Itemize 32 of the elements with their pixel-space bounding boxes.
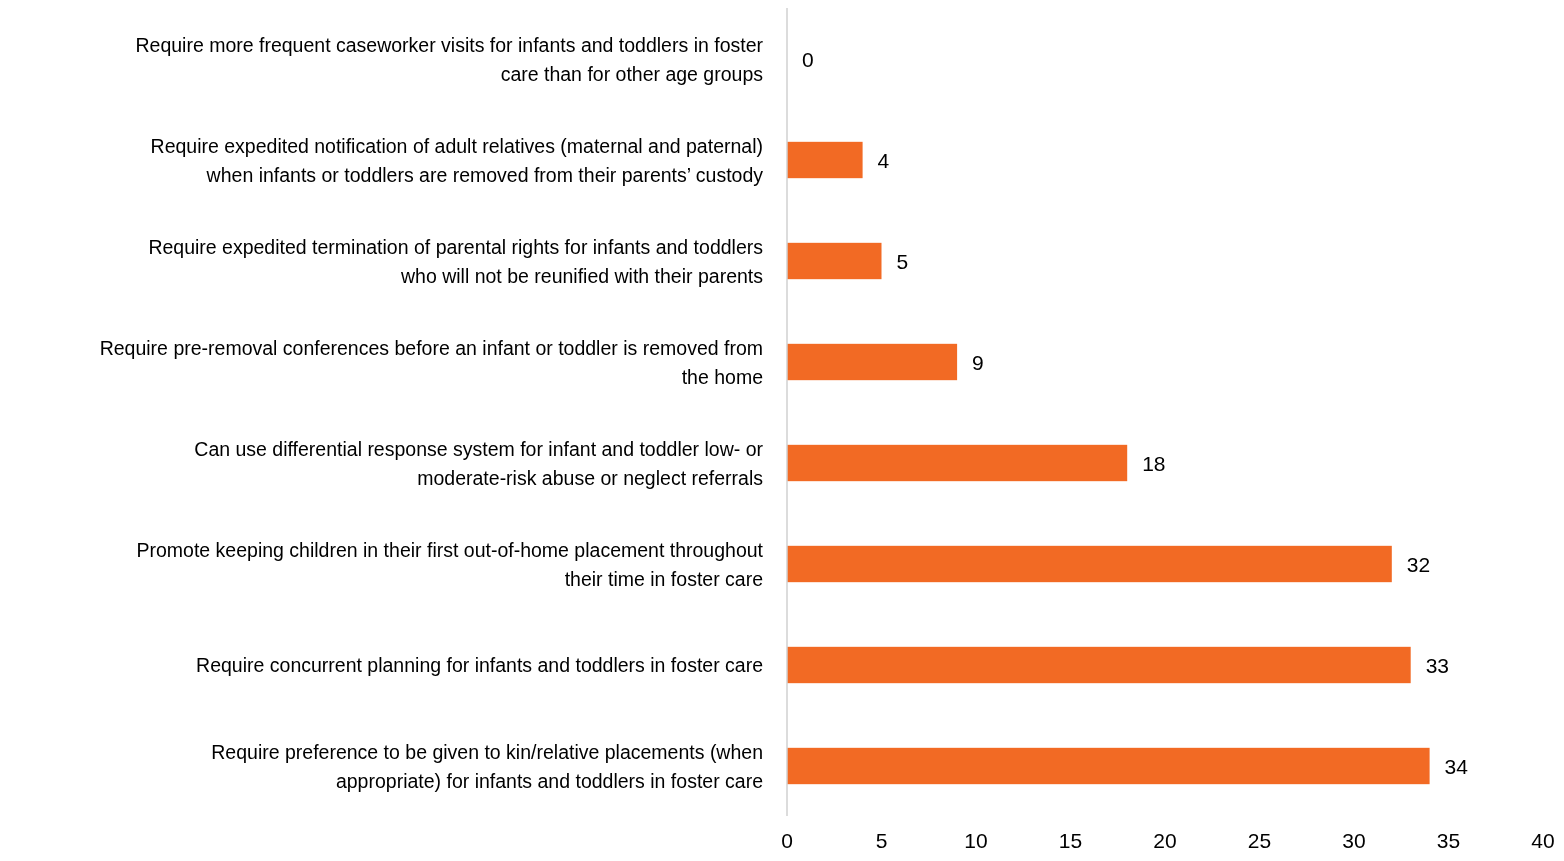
data-label: 34 [1444,754,1469,778]
data-label: 18 [1142,451,1166,475]
bar [787,444,1128,482]
data-label: 4 [877,148,890,172]
x-tick-label: 10 [964,829,988,852]
x-tick-label: 25 [1247,829,1272,852]
x-tick-label: 0 [781,829,793,852]
y-tick-label: Can use differential response system for infant and toddler low- or moderate-risk abuse or neglect referrals [194,437,764,489]
y-tick-label: Require preference to be given to kin/relative placements (when appropriate) for infants and toddlers in foster care [211,740,763,792]
y-tick-label: Require concurrent planning for infants and toddlers in foster care [196,654,763,676]
y-tick-label: Require more frequent caseworker visits for infants and toddlers in foster care than for other age groups [135,33,764,85]
bar [787,141,863,179]
x-tick-label: 15 [1058,829,1083,852]
data-label: 5 [896,249,909,273]
bar [787,343,958,381]
bar [787,646,1411,684]
y-tick-label: Require pre-removal conferences before an infant or toddler is removed from the home [99,336,763,388]
bar [787,545,1392,583]
bar [787,242,882,280]
x-tick-label: 40 [1531,829,1555,852]
data-label: 0 [802,47,814,71]
data-label: 33 [1425,653,1450,677]
x-tick-label: 30 [1342,829,1366,852]
x-tick-label: 35 [1436,829,1461,852]
x-tick-label: 20 [1153,829,1177,852]
y-tick-label: Promote keeping children in their first out-of-home placement throughout their time in foster care [136,538,764,590]
data-label: 32 [1406,552,1431,576]
x-tick-label: 5 [875,829,888,852]
data-label: 9 [972,350,984,374]
y-tick-label: Require expedited termination of parental rights for infants and toddlers who will not be reunified with their parents [148,235,764,287]
y-tick-label: Require expedited notification of adult relatives (maternal and paternal) when infants or toddlers are removed from their parents’ custody [150,134,764,186]
bar [787,747,1430,785]
